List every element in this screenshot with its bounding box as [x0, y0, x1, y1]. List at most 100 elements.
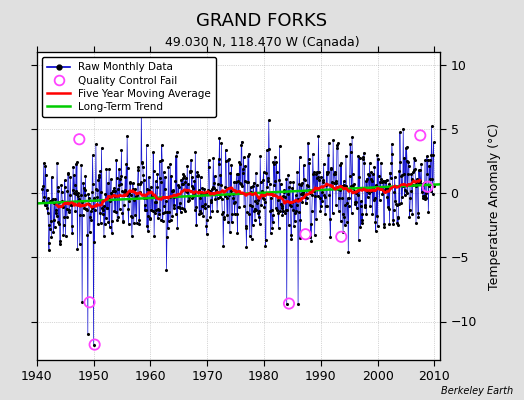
Point [378, 179, 386, 185]
Point [111, 188, 119, 194]
Point [394, 221, 402, 228]
Point [176, 205, 184, 212]
Point [310, 168, 319, 175]
Point [78, 199, 86, 206]
Point [348, 171, 357, 178]
Point [164, 164, 172, 170]
Point [264, 178, 272, 185]
Point [197, 190, 205, 197]
Point [57, 203, 65, 209]
Point [287, 232, 295, 238]
Point [153, 183, 161, 190]
Point [375, 173, 383, 179]
Point [286, 203, 294, 209]
Point [419, 193, 428, 199]
Point [379, 187, 387, 194]
Point [221, 184, 230, 190]
Point [278, 212, 287, 218]
Point [224, 218, 232, 225]
Point [371, 219, 379, 225]
Point [102, 215, 110, 221]
Point [282, 176, 290, 182]
Point [350, 181, 358, 187]
Point [283, 190, 292, 197]
Point [81, 192, 89, 198]
Point [396, 159, 405, 165]
Point [171, 178, 180, 184]
Point [56, 238, 64, 244]
Point [297, 182, 305, 188]
Point [345, 172, 354, 179]
Point [313, 193, 322, 200]
Point [72, 160, 80, 167]
Point [418, 189, 426, 195]
Point [42, 202, 50, 208]
Point [272, 169, 281, 175]
Point [329, 137, 337, 144]
Point [209, 184, 217, 190]
Point [369, 170, 377, 177]
Point [64, 209, 73, 215]
Point [152, 199, 161, 206]
Point [427, 152, 435, 158]
Point [79, 212, 87, 218]
Point [207, 197, 215, 204]
Point [368, 178, 376, 184]
Point [139, 172, 147, 178]
Point [357, 220, 366, 226]
Point [226, 229, 234, 236]
Point [421, 196, 430, 203]
Point [375, 184, 383, 190]
Point [224, 156, 233, 163]
Point [83, 232, 92, 238]
Point [92, 186, 101, 192]
Point [113, 174, 121, 181]
Point [405, 163, 413, 170]
Point [334, 186, 343, 192]
Point [424, 183, 433, 190]
Point [380, 224, 388, 230]
Point [172, 210, 181, 217]
Point [131, 212, 139, 218]
Point [335, 187, 344, 193]
Point [99, 197, 107, 203]
Point [211, 173, 219, 179]
Point [392, 200, 400, 207]
Point [191, 148, 200, 155]
Point [127, 213, 136, 219]
Point [416, 178, 424, 184]
Point [158, 142, 166, 148]
Point [416, 167, 424, 173]
Point [423, 171, 432, 177]
Point [85, 229, 94, 235]
Point [78, 299, 86, 306]
Point [270, 182, 279, 188]
Point [232, 190, 240, 196]
Point [139, 195, 148, 202]
Point [294, 209, 303, 215]
Point [141, 207, 150, 213]
Point [352, 199, 361, 205]
Point [54, 221, 63, 228]
Point [206, 191, 214, 197]
Point [376, 178, 384, 185]
Point [363, 175, 371, 182]
Point [192, 203, 200, 210]
Point [99, 210, 107, 217]
Point [150, 199, 159, 205]
Point [76, 212, 84, 218]
Point [113, 216, 122, 223]
Point [65, 206, 73, 213]
Point [167, 172, 176, 179]
Point [171, 192, 179, 198]
Point [362, 211, 370, 217]
Point [305, 160, 314, 166]
Point [241, 163, 249, 169]
Point [313, 175, 321, 181]
Point [330, 180, 339, 186]
Point [264, 175, 272, 181]
Point [242, 224, 250, 231]
Y-axis label: Temperature Anomaly (°C): Temperature Anomaly (°C) [488, 122, 501, 290]
Point [273, 207, 281, 213]
Point [344, 195, 352, 202]
